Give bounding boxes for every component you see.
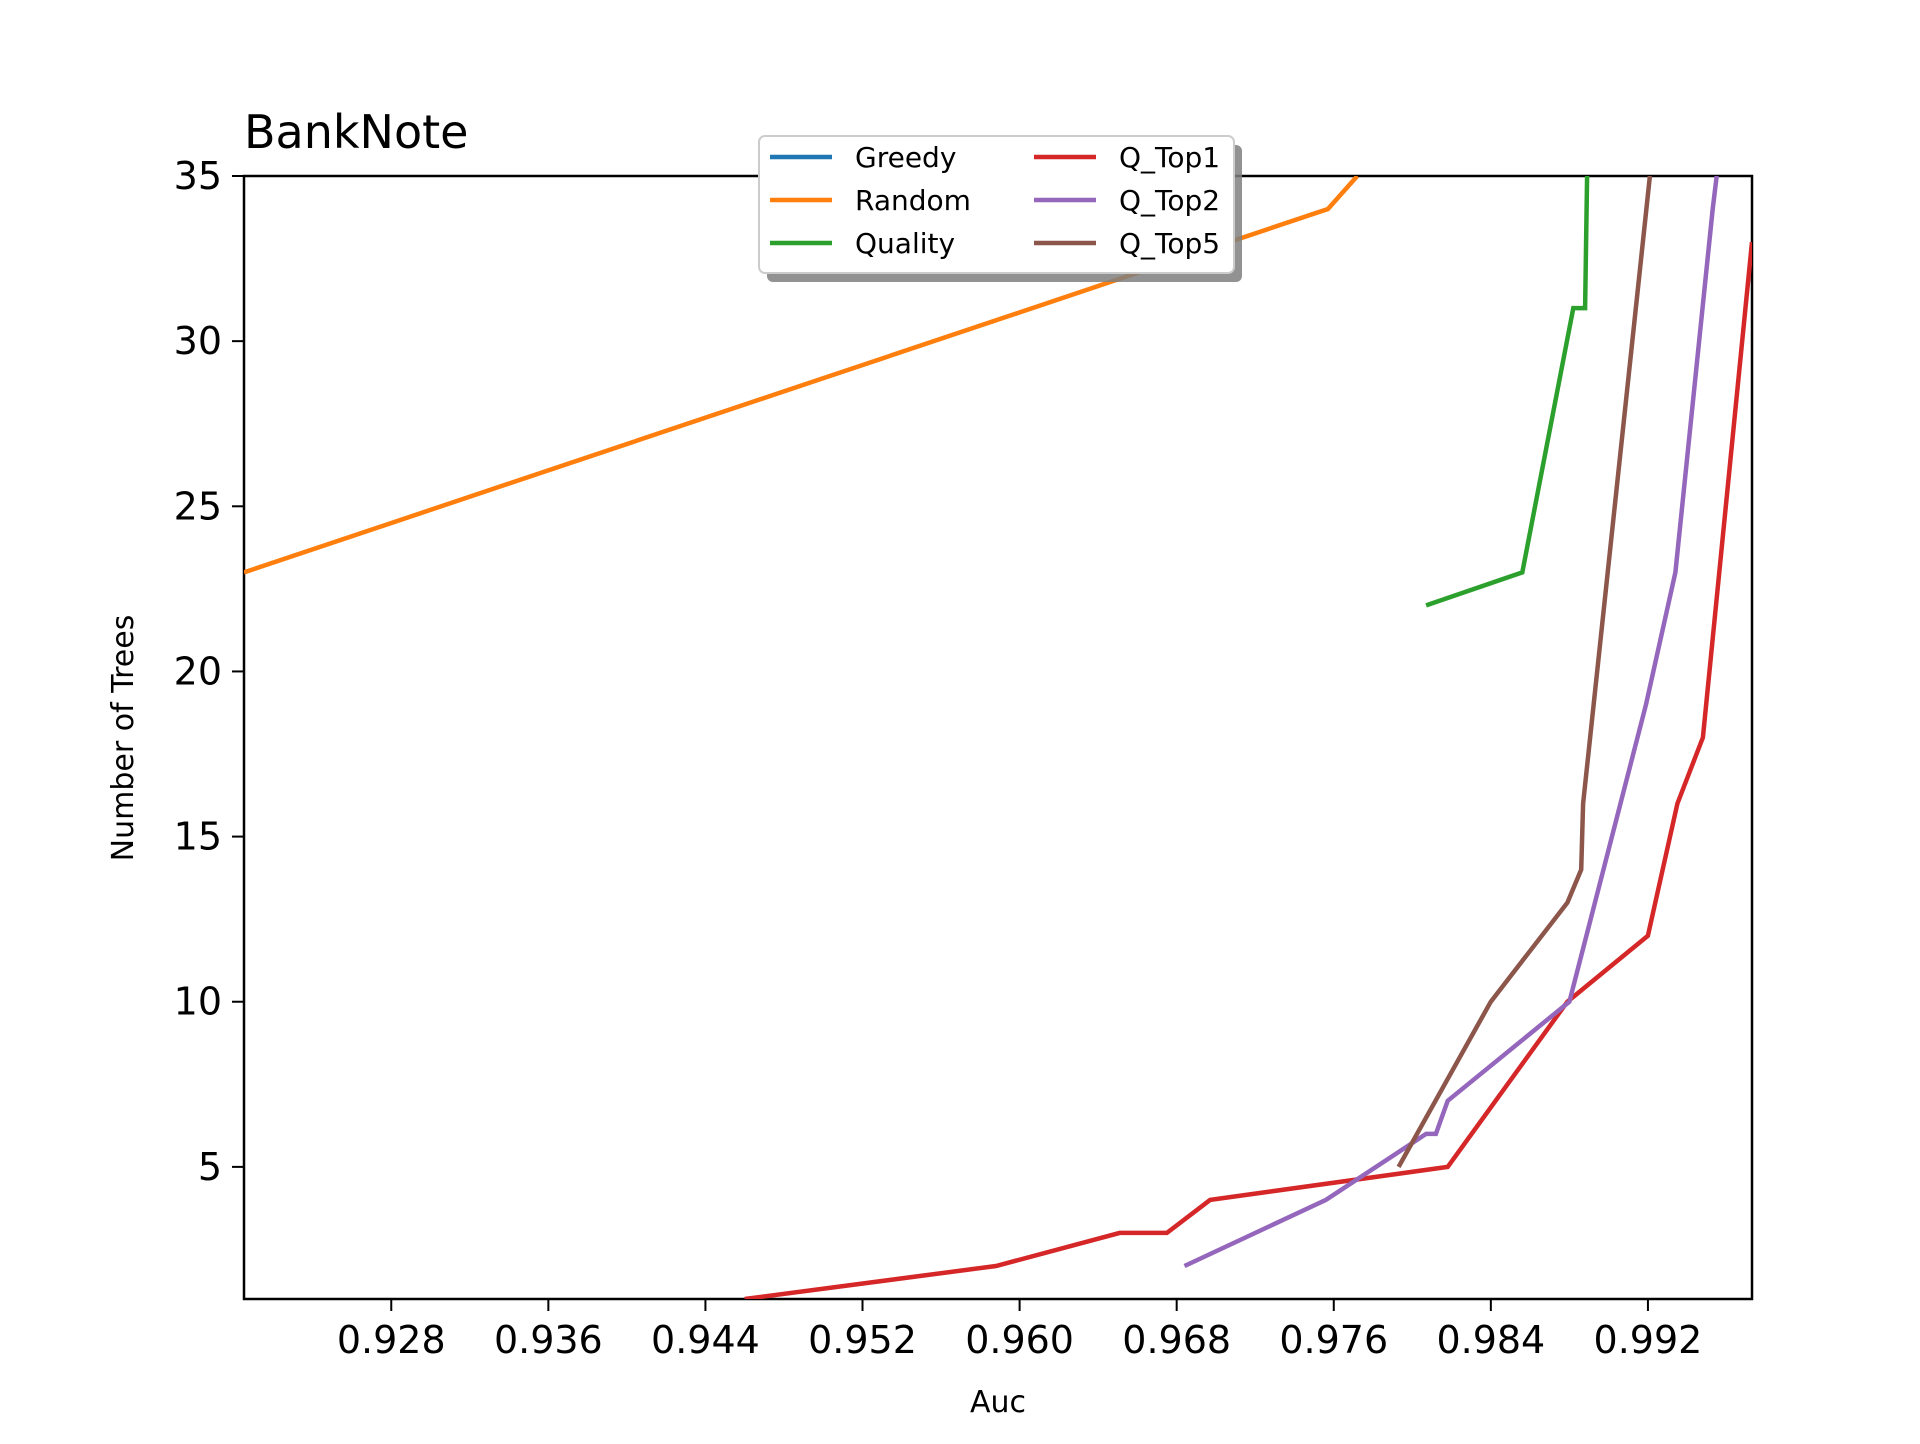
x-tick-label: 0.944 bbox=[651, 1318, 760, 1362]
legend-items: Greedy Random Quality Q_Top1 Q_Top2 Q_Top5 bbox=[770, 141, 1220, 260]
y-tick-label: 10 bbox=[174, 980, 222, 1024]
x-axis: 0.928 0.936 0.944 0.952 0.960 0.968 0.976 0.984… bbox=[337, 1299, 1702, 1362]
y-tick-label: 5 bbox=[198, 1145, 222, 1189]
x-tick-label: 0.968 bbox=[1122, 1318, 1231, 1362]
series-line-q-top2 bbox=[1183, 176, 1719, 1269]
series-layer bbox=[244, 176, 1752, 1299]
x-tick-label: 0.960 bbox=[965, 1318, 1074, 1362]
series-line-q-top1 bbox=[744, 241, 1752, 1299]
y-tick-label: 35 bbox=[174, 154, 222, 198]
x-tick-label: 0.936 bbox=[494, 1318, 603, 1362]
legend-box bbox=[758, 135, 1235, 274]
x-tick-label: 0.952 bbox=[808, 1318, 917, 1362]
x-axis-label: Auc bbox=[970, 1385, 1026, 1420]
x-tick-label: 0.976 bbox=[1279, 1318, 1388, 1362]
y-axis-label: Number of Trees bbox=[106, 615, 141, 862]
series-line-q-top5 bbox=[1396, 176, 1653, 1168]
x-tick-label: 0.992 bbox=[1594, 1318, 1703, 1362]
x-tick-label: 0.984 bbox=[1436, 1318, 1545, 1362]
y-tick-label: 20 bbox=[174, 649, 222, 693]
legend: Greedy Random Quality Q_Top1 Q_Top2 Q_Top5 bbox=[758, 135, 1242, 282]
legend-label: Q_Top2 bbox=[1119, 184, 1220, 217]
legend-label: Quality bbox=[855, 227, 955, 260]
series-line-quality bbox=[1425, 176, 1590, 608]
y-tick-label: 15 bbox=[174, 815, 222, 859]
y-tick-label: 30 bbox=[174, 319, 222, 363]
series-line-random bbox=[244, 176, 1359, 575]
legend-label: Q_Top5 bbox=[1119, 227, 1220, 260]
y-tick-label: 25 bbox=[174, 484, 222, 528]
chart-title: BankNote bbox=[244, 105, 468, 159]
x-tick-label: 0.928 bbox=[337, 1318, 446, 1362]
y-axis: 5 10 15 20 25 30 35 bbox=[174, 154, 244, 1189]
legend-label: Greedy bbox=[855, 141, 956, 174]
legend-label: Q_Top1 bbox=[1119, 141, 1220, 174]
legend-label: Random bbox=[855, 184, 971, 217]
